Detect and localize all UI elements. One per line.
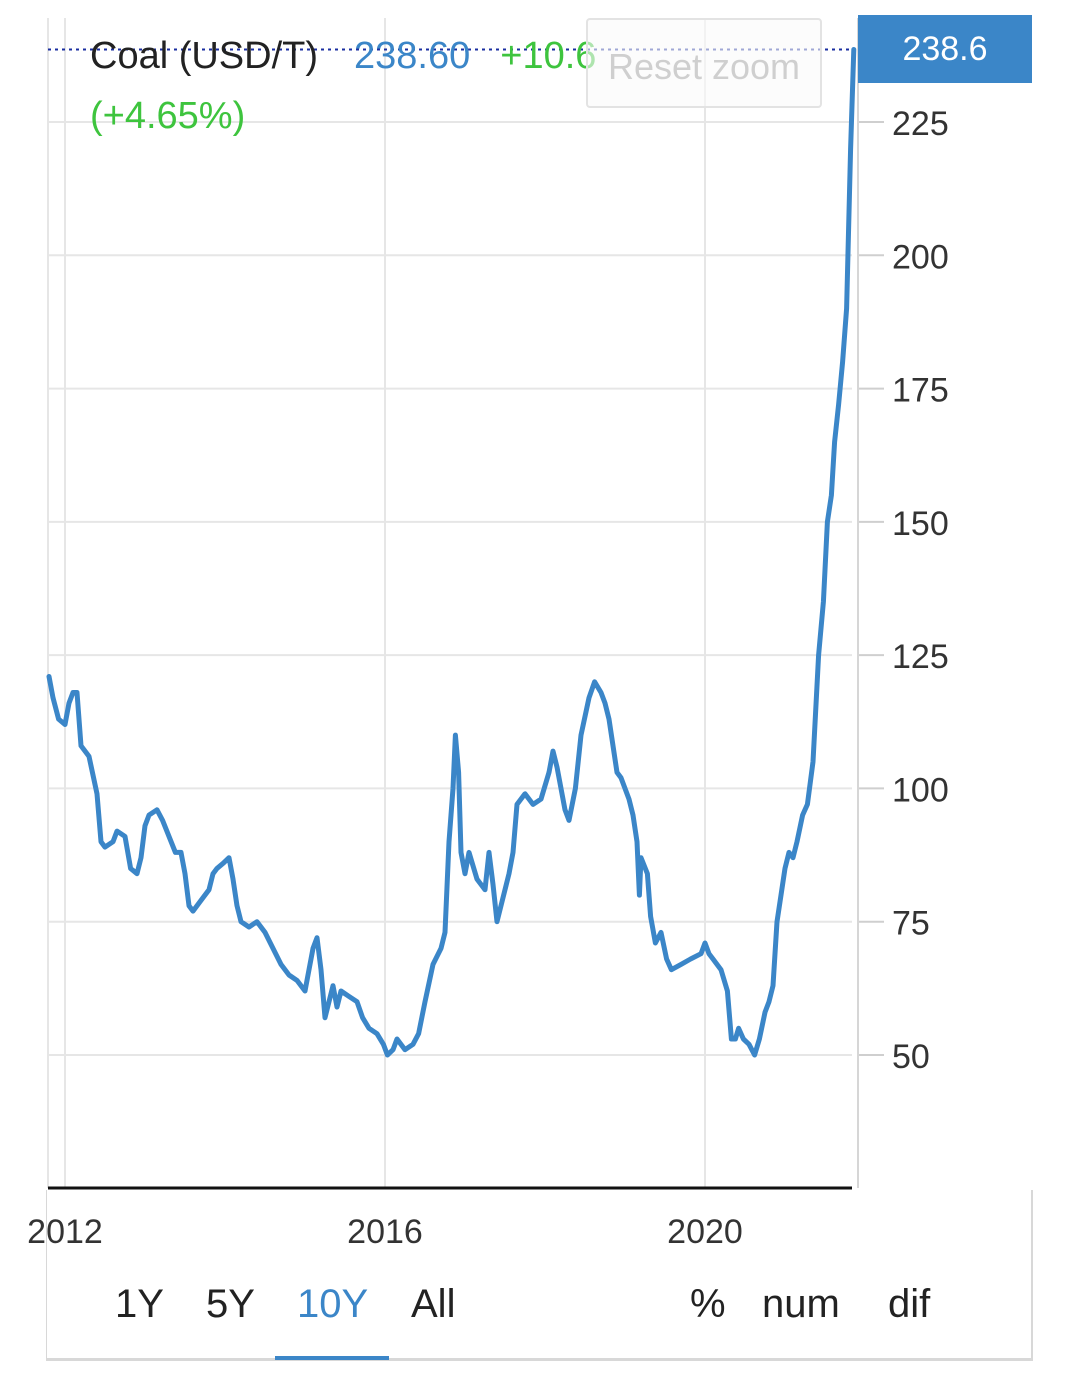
y-tick-label: 125 [892,638,949,676]
y-tick-label: 100 [892,771,949,809]
frame-left-border [46,1190,47,1360]
tick-labels: 50 75 100 125 150 175 200 225 2012 2016 2020 [27,105,949,1251]
y-tick-label: 200 [892,238,949,276]
mode-percent-button[interactable]: % [690,1282,726,1326]
active-range-underline [275,1356,389,1360]
series-legend: Coal (USD/T) 238.60 +10.6 (+4.65%) [90,26,670,146]
mode-num-button[interactable]: num [762,1282,840,1326]
current-price: 238.60 [354,35,471,77]
range-selector: 1Y 5Y 10Y All % num dif [0,1270,1080,1360]
frame-bottom-border [46,1358,1033,1361]
y-tick-label: 150 [892,505,949,543]
grid-lines [47,18,852,1188]
mode-dif-button[interactable]: dif [888,1282,931,1326]
series-name: Coal (USD/T) [90,35,319,77]
last-price-tag: 238.6 [858,15,1032,83]
price-change-percent: (+4.65%) [90,95,246,137]
axes [48,18,884,1190]
range-10y-button[interactable]: 10Y [297,1282,369,1326]
x-tick-label: 2020 [667,1213,743,1251]
range-5y-button[interactable]: 5Y [206,1282,255,1326]
y-tick-label: 50 [892,1038,930,1076]
range-all-button[interactable]: All [411,1282,456,1326]
range-1y-button[interactable]: 1Y [115,1282,164,1326]
frame-right-border [1031,1190,1033,1360]
y-tick-label: 225 [892,105,949,143]
price-change: +10.6 [500,35,597,77]
x-tick-label: 2012 [27,1213,103,1251]
y-tick-label: 75 [892,905,930,943]
x-tick-label: 2016 [347,1213,423,1251]
coal-price-line [46,47,857,1058]
y-tick-label: 175 [892,372,949,410]
reset-zoom-button[interactable]: Reset zoom [586,18,822,108]
